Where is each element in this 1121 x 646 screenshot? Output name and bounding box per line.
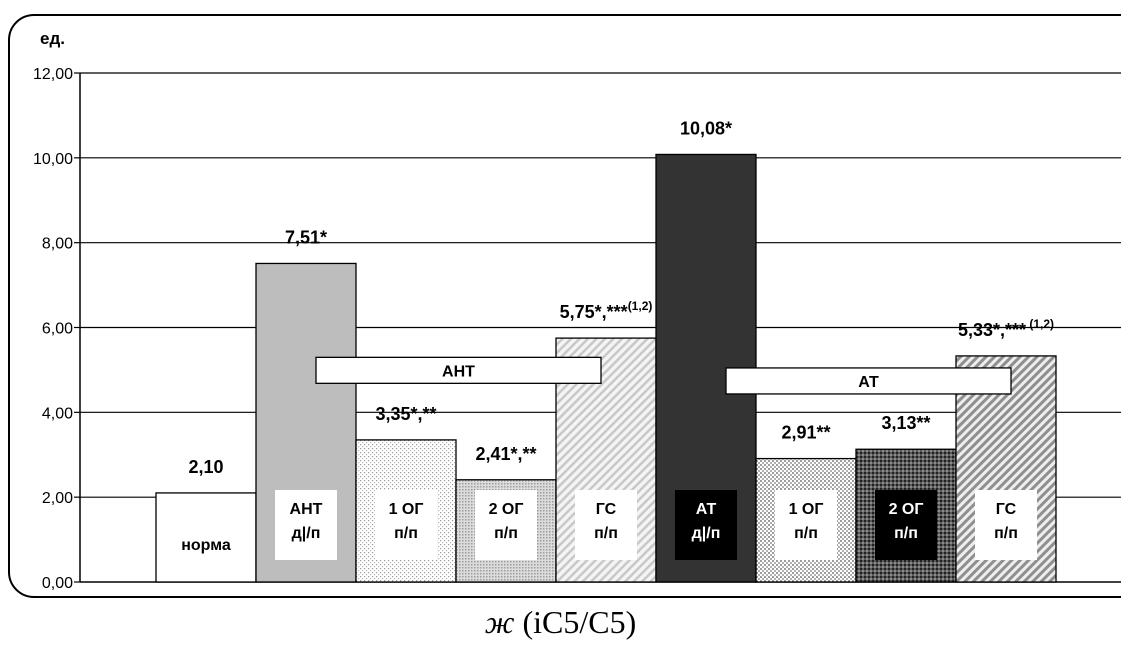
y-axis-label: ед. (40, 29, 65, 48)
category-label: 2 ОГ (889, 501, 924, 518)
category-label-box (975, 490, 1037, 560)
category-label-box (875, 490, 937, 560)
category-label: п/п (394, 525, 418, 542)
y-tick-label: 2,00 (42, 490, 73, 507)
category-label: п/п (894, 525, 918, 542)
category-label-box (275, 490, 337, 560)
category-label: п/п (794, 525, 818, 542)
category-label: д|/п (292, 525, 321, 542)
y-tick-label: 8,00 (42, 236, 73, 253)
category-label: 1 ОГ (789, 501, 824, 518)
category-label: АТ (696, 501, 717, 518)
bar-labels: 2,10 норма 7,51* АНТ д|/п 3,35*,** 1 ОГ п/п 2,41… (181, 118, 1054, 560)
group-label: АТ (858, 374, 879, 391)
figure-caption: ж (iC5/C5) (0, 604, 1121, 641)
y-tick-label: 0,00 (42, 575, 73, 592)
category-label: ГС (996, 501, 1017, 518)
data-label: 7,51* (285, 227, 327, 247)
y-tick-label: 12,00 (33, 66, 73, 83)
y-tick-label: 10,00 (33, 151, 73, 168)
bar-chart: 0,00 2,00 4,00 6,00 8,00 10,00 12,00 2,10 норма… (33, 29, 1121, 592)
group-box (725, 367, 1012, 395)
group-box (315, 356, 602, 384)
y-tick-label: 6,00 (42, 321, 73, 338)
category-label: 1 ОГ (389, 501, 424, 518)
y-tick-label: 4,00 (42, 405, 73, 422)
data-label: 3,13** (881, 413, 930, 433)
caption-text: (iC5/C5) (514, 604, 637, 640)
category-label-box (675, 490, 737, 560)
chart-frame (8, 14, 1121, 598)
category-label: п/п (594, 525, 618, 542)
category-label-box (375, 490, 437, 560)
category-label-box (575, 490, 637, 560)
category-label-box (475, 490, 537, 560)
caption-letter: ж (484, 604, 515, 640)
category-label: п/п (494, 525, 518, 542)
bar (155, 492, 257, 583)
data-label: 2,91** (781, 423, 830, 443)
group-label: АНТ (442, 363, 475, 380)
category-label: п/п (994, 525, 1018, 542)
category-label: норма (181, 537, 231, 554)
group-boxes: АНТ АТ (315, 356, 1012, 395)
category-label-box (775, 490, 837, 560)
data-label: 2,41*,** (475, 444, 536, 464)
data-label: 10,08* (680, 118, 732, 138)
category-label: 2 ОГ (489, 501, 524, 518)
data-label: 5,33*,*** (1,2) (958, 317, 1054, 340)
data-label: 2,10 (188, 457, 223, 477)
data-label: 5,75*,***(1,2) (560, 299, 653, 322)
category-label: д|/п (692, 525, 721, 542)
category-label: АНТ (290, 501, 323, 518)
data-label: 3,35*,** (375, 404, 436, 424)
category-label: ГС (596, 501, 617, 518)
